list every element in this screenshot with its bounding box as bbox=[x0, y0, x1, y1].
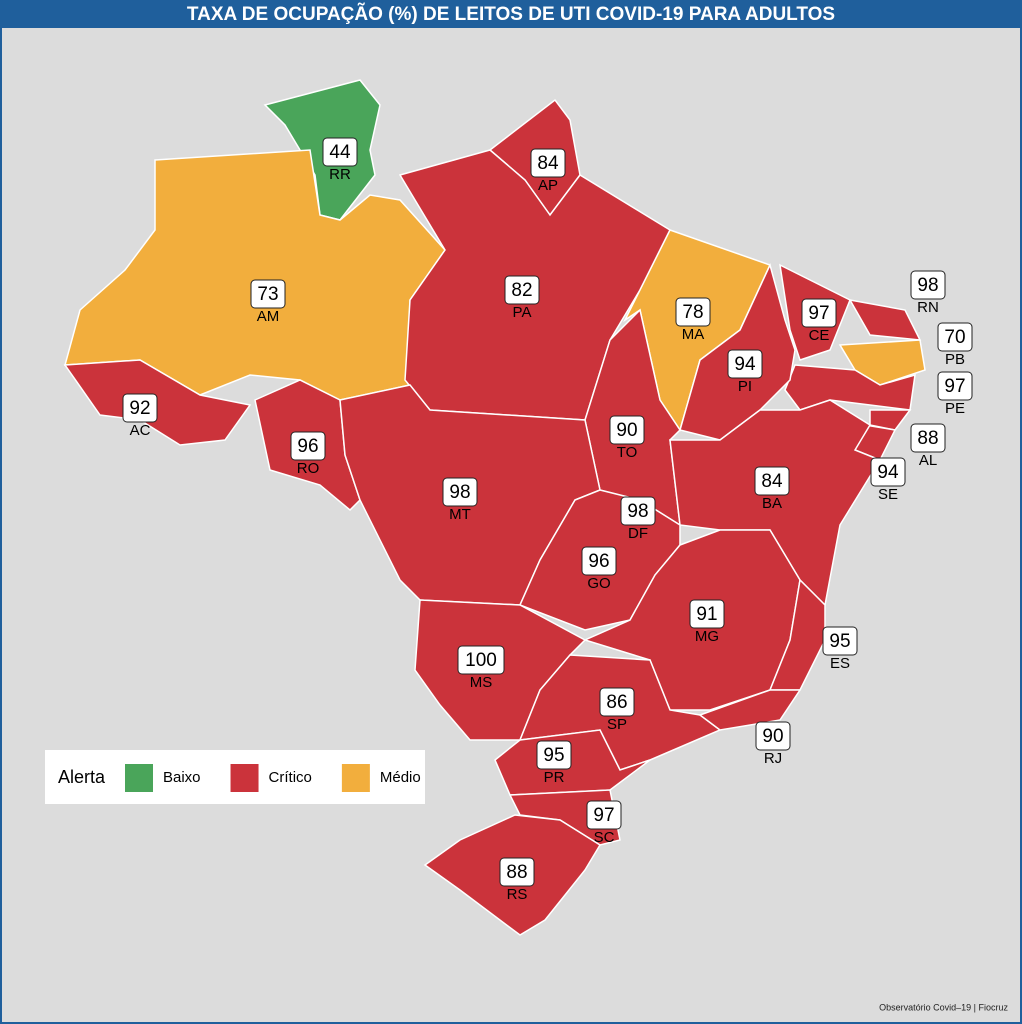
state-shape bbox=[784, 364, 916, 411]
state-value: 70 bbox=[944, 327, 965, 348]
value-box bbox=[910, 270, 946, 300]
state-code: RO bbox=[297, 460, 320, 477]
state-code: PR bbox=[544, 769, 565, 786]
state-code: RN bbox=[917, 299, 939, 316]
state-value: 100 bbox=[465, 650, 497, 671]
state-value: 84 bbox=[761, 471, 783, 492]
value-box bbox=[801, 298, 837, 328]
value-box bbox=[727, 349, 763, 379]
state-value: 86 bbox=[606, 692, 627, 713]
legend-swatch bbox=[341, 764, 370, 792]
state-code: RJ bbox=[764, 750, 782, 767]
legend-title: Alerta bbox=[58, 767, 106, 787]
state-value: 96 bbox=[297, 436, 318, 457]
state-value: 92 bbox=[129, 398, 150, 419]
state-code: AM bbox=[257, 308, 280, 325]
value-box bbox=[870, 457, 906, 487]
state-value: 90 bbox=[616, 420, 637, 441]
state-value: 98 bbox=[917, 275, 938, 296]
state-code: SP bbox=[607, 716, 627, 733]
legend-swatch bbox=[230, 764, 259, 792]
value-box bbox=[322, 137, 358, 167]
value-box bbox=[754, 466, 790, 496]
state-value: 95 bbox=[543, 745, 564, 766]
source: Observatório Covid–19 | Fiocruz bbox=[879, 1002, 1008, 1012]
state-code: DF bbox=[628, 525, 648, 542]
state-value: 73 bbox=[257, 284, 278, 305]
state-code: SE bbox=[878, 486, 898, 503]
value-box bbox=[290, 431, 326, 461]
legend-label: Crítico bbox=[269, 769, 312, 786]
state-value: 97 bbox=[808, 303, 829, 324]
state-code: CE bbox=[809, 327, 830, 344]
state-value: 88 bbox=[506, 862, 527, 883]
state-code: PA bbox=[513, 304, 532, 321]
state-value: 94 bbox=[877, 462, 899, 483]
state-code: TO bbox=[617, 444, 638, 461]
value-box bbox=[581, 546, 617, 576]
state-shape bbox=[698, 689, 802, 731]
state-code: PE bbox=[945, 400, 965, 417]
value-box bbox=[675, 297, 711, 327]
state-value: 78 bbox=[682, 302, 703, 323]
state-value: 84 bbox=[537, 153, 559, 174]
value-box bbox=[910, 423, 946, 453]
state-value: 90 bbox=[762, 726, 783, 747]
legend: Alerta Baixo Crítico Médio bbox=[58, 764, 421, 792]
state-value: 96 bbox=[588, 551, 609, 572]
states bbox=[63, 79, 926, 936]
state-value: 88 bbox=[917, 428, 938, 449]
state-code: MA bbox=[682, 326, 705, 343]
value-box bbox=[499, 857, 535, 887]
value-box bbox=[536, 740, 572, 770]
value-box bbox=[599, 687, 635, 717]
state-value: 95 bbox=[829, 631, 850, 652]
state-shape bbox=[494, 729, 651, 796]
state-value: 44 bbox=[329, 142, 351, 163]
state-value: 82 bbox=[511, 280, 532, 301]
state-code: AL bbox=[919, 452, 937, 469]
state-code: RR bbox=[329, 166, 351, 183]
state-code: AP bbox=[538, 177, 558, 194]
value-box bbox=[250, 279, 286, 309]
state-code: PI bbox=[738, 378, 752, 395]
state-code: AC bbox=[130, 422, 151, 439]
legend-swatch bbox=[125, 764, 153, 792]
state-code: BA bbox=[762, 495, 782, 512]
state-value: 97 bbox=[593, 805, 614, 826]
labels: 44 RR 84 AP 73 AM 82 PA 78 MA 97 CE 98 RN 70 PB 97 PE 94 PI… bbox=[122, 137, 973, 903]
value-box bbox=[620, 496, 656, 526]
value-box bbox=[822, 626, 858, 656]
legend-label: Baixo bbox=[163, 769, 201, 786]
state-code: GO bbox=[587, 575, 610, 592]
value-box bbox=[504, 275, 540, 305]
value-box bbox=[755, 721, 791, 751]
state-value: 98 bbox=[449, 482, 470, 503]
state-code: ES bbox=[830, 655, 850, 672]
value-box bbox=[689, 599, 725, 629]
legend-label: Médio bbox=[380, 769, 421, 786]
value-box bbox=[530, 148, 566, 178]
state-code: SC bbox=[594, 829, 615, 846]
state-code: MG bbox=[695, 628, 719, 645]
value-box bbox=[937, 371, 973, 401]
value-box bbox=[937, 322, 973, 352]
title: TAXA DE OCUPAÇÃO (%) DE LEITOS DE UTI CO… bbox=[187, 3, 835, 25]
value-box bbox=[457, 645, 505, 675]
state-value: 94 bbox=[734, 354, 756, 375]
state-code: PB bbox=[945, 351, 965, 368]
value-box bbox=[442, 477, 478, 507]
value-box bbox=[122, 393, 158, 423]
state-value: 98 bbox=[627, 501, 648, 522]
header-bar bbox=[0, 0, 1022, 28]
state-shape bbox=[848, 298, 922, 341]
state-code: MT bbox=[449, 506, 471, 523]
state-value: 97 bbox=[944, 376, 965, 397]
value-box bbox=[586, 800, 622, 830]
value-box bbox=[609, 415, 645, 445]
state-code: RS bbox=[507, 886, 528, 903]
state-value: 91 bbox=[696, 604, 717, 625]
state-code: MS bbox=[470, 674, 493, 691]
